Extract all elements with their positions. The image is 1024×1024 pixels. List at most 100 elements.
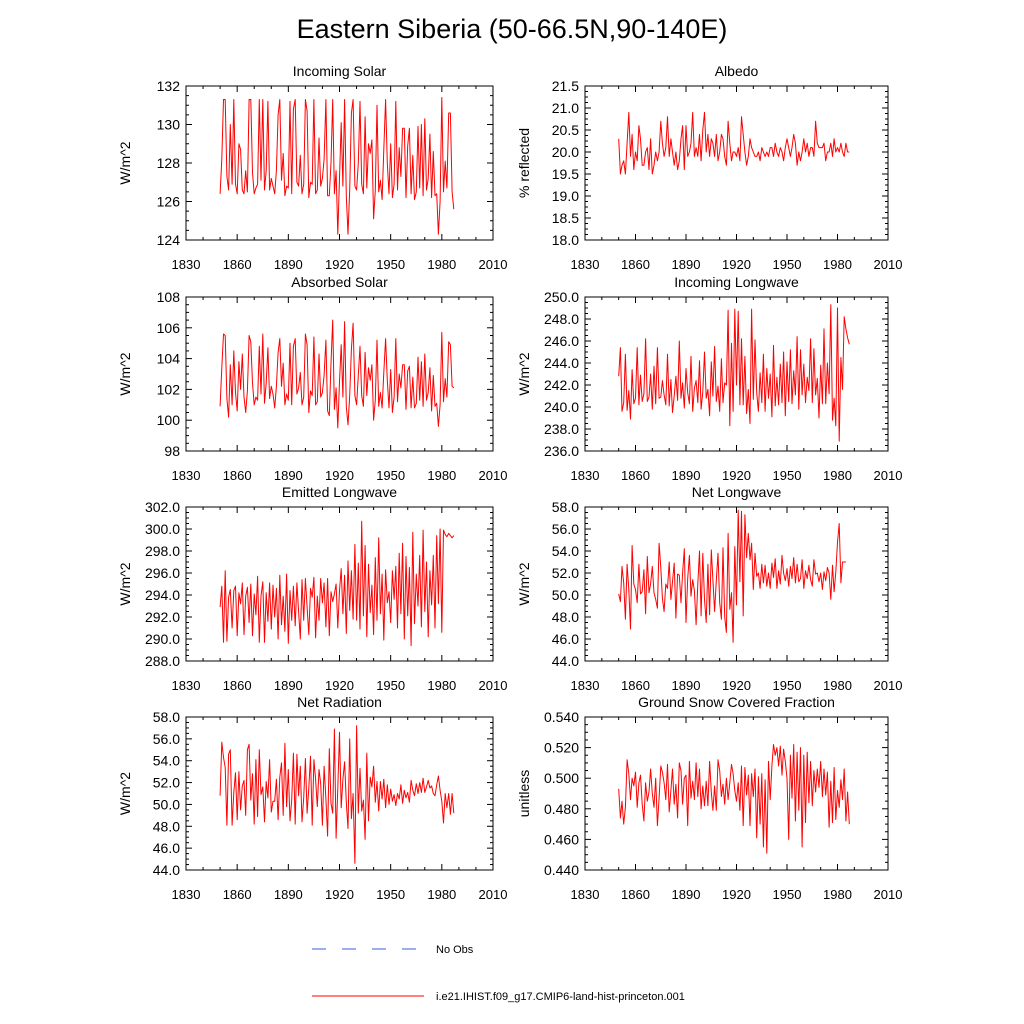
- chart-panel-8: Ground Snow Covered Fraction unitless 1830…: [516, 694, 902, 902]
- chart-panel-4: Incoming Longwave W/m^2 1830 1860 1890 1920 19…: [516, 274, 902, 483]
- x-tick-label: 1860: [621, 678, 650, 693]
- x-tick-label: 1890: [274, 468, 303, 483]
- y-tick-label: 58.0: [552, 499, 579, 515]
- chart-panel-1: Incoming Solar W/m^2 1830 1860 1890 1920 1950 1…: [117, 63, 507, 272]
- x-tick-label: 2010: [479, 678, 508, 693]
- y-tick-label: 21.5: [552, 78, 579, 94]
- y-tick-label: 240.0: [544, 399, 579, 415]
- x-tick-label: 2010: [874, 257, 903, 272]
- chart-panel-5: Emitted Longwave W/m^2 1830 1860 1890 1920 195…: [117, 484, 507, 693]
- y-tick-label: 48.0: [153, 818, 180, 834]
- series-line-1: [618, 509, 846, 643]
- y-tick-label: 104: [157, 351, 181, 367]
- y-tick-label: 298.0: [145, 543, 180, 559]
- chart-panel-2: Albedo % reflected 1830 1860 1890 1920 1950 198…: [516, 63, 902, 272]
- y-tick-label: 128: [157, 155, 181, 171]
- x-tick-label: 1890: [672, 468, 701, 483]
- y-tick-label: 290.0: [145, 631, 180, 647]
- y-tick-label: 19.0: [552, 188, 579, 204]
- panel-title: Net Longwave: [692, 484, 782, 500]
- x-tick-label: 1920: [325, 468, 354, 483]
- y-tick-label: 106: [157, 320, 181, 336]
- panel-title: Incoming Solar: [293, 63, 387, 79]
- y-tick-label: 236.0: [544, 443, 579, 459]
- panel-title: Incoming Longwave: [674, 274, 799, 290]
- x-tick-label: 2010: [874, 468, 903, 483]
- y-tick-label: 132: [157, 78, 181, 94]
- x-tick-label: 2010: [874, 887, 903, 902]
- y-tick-label: 56.0: [552, 521, 579, 537]
- x-tick-label: 1830: [172, 468, 201, 483]
- x-tick-label: 1890: [274, 887, 303, 902]
- x-tick-label: 1950: [376, 257, 405, 272]
- series-line-1: [219, 319, 455, 429]
- x-tick-label: 1860: [223, 678, 252, 693]
- y-tick-label: 18.5: [552, 210, 579, 226]
- series-line-1: [219, 725, 455, 864]
- y-axis-label: W/m^2: [117, 141, 133, 184]
- y-axis-label: W/m^2: [516, 562, 532, 605]
- y-tick-label: 246.0: [544, 333, 579, 349]
- y-tick-label: 46.0: [153, 840, 180, 856]
- series-line-1: [219, 97, 455, 235]
- y-tick-label: 0.540: [544, 709, 579, 725]
- y-tick-label: 58.0: [153, 709, 180, 725]
- y-tick-label: 296.0: [145, 565, 180, 581]
- x-tick-label: 1890: [274, 678, 303, 693]
- x-tick-label: 1920: [722, 257, 751, 272]
- panel-title: Emitted Longwave: [282, 484, 397, 500]
- y-tick-label: 20.0: [552, 144, 579, 160]
- x-tick-label: 1830: [172, 887, 201, 902]
- y-tick-label: 100: [157, 412, 181, 428]
- main-title: Eastern Siberia (50-66.5N,90-140E): [296, 14, 728, 44]
- y-tick-label: 292.0: [145, 609, 180, 625]
- y-tick-label: 20.5: [552, 122, 579, 138]
- y-tick-label: 0.460: [544, 831, 579, 847]
- y-tick-label: 21.0: [552, 100, 579, 116]
- x-tick-label: 1830: [571, 887, 600, 902]
- y-tick-label: 98: [164, 443, 180, 459]
- y-tick-label: 0.500: [544, 770, 579, 786]
- y-axis-label: W/m^2: [516, 352, 532, 395]
- y-tick-label: 50.0: [153, 796, 180, 812]
- y-tick-label: 302.0: [145, 499, 180, 515]
- series-line-1: [618, 111, 850, 175]
- plot-frame: [185, 506, 494, 662]
- y-tick-label: 244.0: [544, 355, 579, 371]
- y-tick-label: 44.0: [552, 653, 579, 669]
- y-tick-label: 44.0: [153, 862, 180, 878]
- x-tick-label: 1860: [223, 468, 252, 483]
- x-tick-label: 1950: [376, 678, 405, 693]
- y-tick-label: 52.0: [552, 565, 579, 581]
- y-axis-label: unitless: [516, 770, 532, 817]
- y-axis-label: % reflected: [516, 128, 532, 198]
- y-tick-label: 124: [157, 232, 181, 248]
- x-tick-label: 1860: [621, 468, 650, 483]
- y-tick-label: 108: [157, 289, 181, 305]
- chart-panel-7: Net Radiation W/m^2 1830 1860 1890 1920 1950 19…: [117, 694, 507, 902]
- y-tick-label: 0.440: [544, 862, 579, 878]
- x-tick-label: 1920: [325, 678, 354, 693]
- x-tick-label: 2010: [479, 468, 508, 483]
- y-tick-label: 126: [157, 194, 181, 210]
- x-tick-label: 1980: [823, 678, 852, 693]
- x-tick-label: 1980: [427, 257, 456, 272]
- y-tick-label: 0.480: [544, 801, 579, 817]
- panel-title: Albedo: [715, 63, 759, 79]
- x-tick-label: 1980: [427, 678, 456, 693]
- x-tick-label: 1920: [325, 887, 354, 902]
- y-tick-label: 102: [157, 381, 181, 397]
- y-tick-label: 46.0: [552, 631, 579, 647]
- y-tick-label: 294.0: [145, 587, 180, 603]
- x-tick-label: 2010: [479, 887, 508, 902]
- x-tick-label: 1920: [722, 887, 751, 902]
- series-line-1: [618, 744, 850, 854]
- y-tick-label: 248.0: [544, 311, 579, 327]
- y-axis-label: W/m^2: [117, 562, 133, 605]
- panel-title: Net Radiation: [297, 694, 382, 710]
- x-tick-label: 2010: [479, 257, 508, 272]
- x-tick-label: 1890: [672, 257, 701, 272]
- x-tick-label: 1830: [571, 257, 600, 272]
- x-tick-label: 1950: [773, 887, 802, 902]
